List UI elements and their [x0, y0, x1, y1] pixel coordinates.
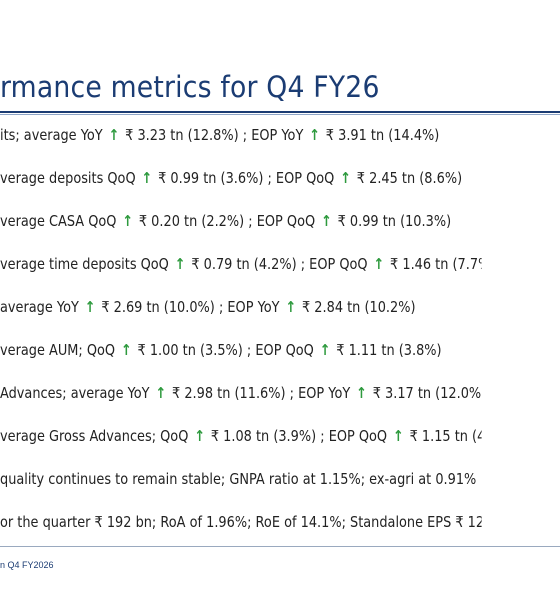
up-arrow-icon: ↑ — [319, 341, 331, 359]
metric-text: Advances; average YoY — [0, 384, 150, 402]
metric-row: quality continues to remain stable; GNPA… — [0, 470, 482, 494]
metric-text: verage AUM; QoQ — [0, 341, 116, 359]
metric-text: verage Gross Advances; QoQ — [0, 427, 189, 445]
metric-text: ₹ 0.20 tn (2.2%) ; EOP QoQ — [138, 212, 316, 230]
footer-divider — [0, 546, 560, 547]
metric-text: ₹ 1.00 tn (3.5%) ; EOP QoQ — [137, 341, 314, 359]
metric-text: ₹ 1.11 tn (3.8%) — [336, 341, 442, 359]
up-arrow-icon: ↑ — [122, 212, 134, 230]
title-divider-secondary — [0, 114, 560, 115]
page-title: rmance metrics for Q4 FY26 — [0, 70, 380, 104]
up-arrow-icon: ↑ — [285, 298, 297, 316]
metric-text: ₹ 0.79 tn (4.2%) ; EOP QoQ — [191, 255, 368, 273]
metric-text: average YoY — [0, 298, 79, 316]
metric-text: ₹ 3.23 tn (12.8%) ; EOP YoY — [125, 126, 304, 144]
metric-row: Advances; average YoY ↑ ₹ 2.98 tn (11.6%… — [0, 384, 482, 408]
metric-text: ₹ 2.98 tn (11.6%) ; EOP YoY — [172, 384, 351, 402]
up-arrow-icon: ↑ — [108, 126, 120, 144]
up-arrow-icon: ↑ — [155, 384, 167, 402]
up-arrow-icon: ↑ — [84, 298, 96, 316]
up-arrow-icon: ↑ — [309, 126, 320, 144]
metric-row: average YoY ↑ ₹ 2.69 tn (10.0%) ; EOP Yo… — [0, 298, 482, 322]
up-arrow-icon: ↑ — [340, 169, 351, 187]
metric-row: verage time deposits QoQ ↑ ₹ 0.79 tn (4.… — [0, 255, 482, 279]
metric-text: ₹ 1.15 tn (4.1%) — [409, 427, 482, 445]
metric-text: verage time deposits QoQ — [0, 255, 169, 273]
metric-row: verage CASA QoQ ↑ ₹ 0.20 tn (2.2%) ; EOP… — [0, 212, 482, 236]
metric-text: ₹ 2.45 tn (8.6%) — [356, 169, 463, 187]
up-arrow-icon: ↑ — [194, 427, 206, 445]
metric-text: verage deposits QoQ — [0, 169, 136, 187]
metric-text: ₹ 2.69 tn (10.0%) ; EOP YoY — [101, 298, 280, 316]
up-arrow-icon: ↑ — [320, 212, 332, 230]
up-arrow-icon: ↑ — [174, 255, 186, 273]
metric-text: ₹ 1.46 tn (7.7%) — [390, 255, 482, 273]
up-arrow-icon: ↑ — [392, 427, 404, 445]
metric-row: verage deposits QoQ ↑ ₹ 0.99 tn (3.6%) ;… — [0, 169, 482, 193]
up-arrow-icon: ↑ — [141, 169, 153, 187]
metric-row: verage Gross Advances; QoQ ↑ ₹ 1.08 tn (… — [0, 427, 482, 451]
metric-text: verage CASA QoQ — [0, 212, 117, 230]
metric-text: ₹ 1.08 tn (3.9%) ; EOP QoQ — [210, 427, 388, 445]
metric-text: ₹ 3.17 tn (12.0%) — [372, 384, 482, 402]
metric-row: its; average YoY ↑ ₹ 3.23 tn (12.8%) ; E… — [0, 126, 482, 150]
metric-text: its; average YoY — [0, 126, 103, 144]
metric-text: ₹ 2.84 tn (10.2%) — [301, 298, 416, 316]
footer-text: n Q4 FY2026 — [0, 560, 54, 570]
metric-row: verage AUM; QoQ ↑ ₹ 1.00 tn (3.5%) ; EOP… — [0, 341, 482, 365]
metric-text: ₹ 0.99 tn (10.3%) — [337, 212, 452, 230]
metric-text: ₹ 0.99 tn (3.6%) ; EOP QoQ — [158, 169, 335, 187]
up-arrow-icon: ↑ — [356, 384, 367, 402]
up-arrow-icon: ↑ — [120, 341, 132, 359]
metric-row: or the quarter ₹ 192 bn; RoA of 1.96%; R… — [0, 513, 482, 537]
metric-text: or the quarter ₹ 192 bn; RoA of 1.96%; R… — [0, 513, 482, 531]
up-arrow-icon: ↑ — [373, 255, 385, 273]
metric-text: quality continues to remain stable; GNPA… — [0, 470, 477, 488]
title-divider — [0, 111, 560, 113]
metric-text: ₹ 3.91 tn (14.4%) — [325, 126, 440, 144]
